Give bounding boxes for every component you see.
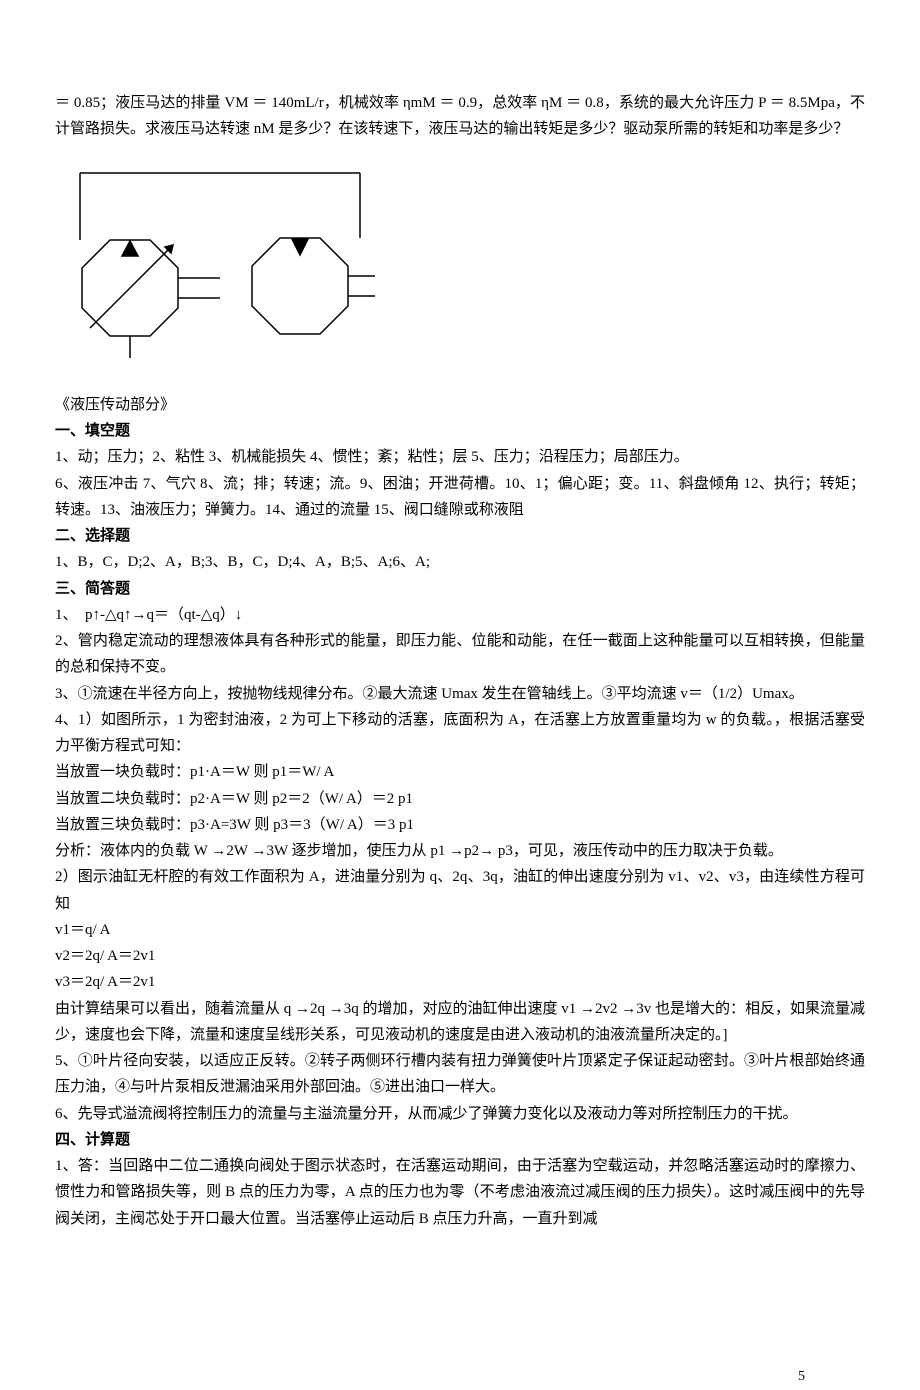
short-4h: v2＝2q/ A＝2v1 bbox=[55, 943, 865, 969]
short-4c: 当放置二块负载时：p2·A＝W 则 p2＝2（W/ A）＝2 p1 bbox=[55, 786, 865, 812]
short-2: 2、管内稳定流动的理想液体具有各种形式的能量，即压力能、位能和动能，在任一截面上… bbox=[55, 628, 865, 681]
heading-fill: 一、填空题 bbox=[55, 418, 865, 444]
short-4j: 由计算结果可以看出，随着流量从 q →2q →3q 的增加，对应的油缸伸出速度 … bbox=[55, 996, 865, 1049]
hydraulic-diagram bbox=[65, 163, 865, 372]
short-4a: 4、1）如图所示，1 为密封油液，2 为可上下移动的活塞，底面积为 A，在活塞上… bbox=[55, 707, 865, 760]
short-1: 1、 p↑-△q↑→q＝（qt-△q）↓ bbox=[55, 602, 865, 628]
page-number: 5 bbox=[798, 1365, 805, 1390]
short-4i: v3＝2q/ A＝2v1 bbox=[55, 969, 865, 995]
short-4g: v1＝q/ A bbox=[55, 917, 865, 943]
short-4f: 2）图示油缸无杆腔的有效工作面积为 A，进油量分别为 q、2q、3q，油缸的伸出… bbox=[55, 864, 865, 917]
fill-line-2: 6、液压冲击 7、气穴 8、流；排；转速；流。9、困油；开泄荷槽。10、1；偏心… bbox=[55, 471, 865, 524]
short-4b: 当放置一块负载时：p1·A＝W 则 p1＝W/ A bbox=[55, 759, 865, 785]
short-5: 5、①叶片径向安装，以适应正反转。②转子两侧环行槽内装有扭力弹簧使叶片顶紧定子保… bbox=[55, 1048, 865, 1101]
calc-1: 1、答：当回路中二位二通换向阀处于图示状态时，在活塞运动期间，由于活塞为空载运动… bbox=[55, 1153, 865, 1232]
heading-calc: 四、计算题 bbox=[55, 1127, 865, 1153]
short-6: 6、先导式溢流阀将控制压力的流量与主溢流量分开，从而减少了弹簧力变化以及液动力等… bbox=[55, 1101, 865, 1127]
short-4d: 当放置三块负载时：p3·A=3W 则 p3＝3（W/ A）＝3 p1 bbox=[55, 812, 865, 838]
heading-short: 三、简答题 bbox=[55, 576, 865, 602]
choice-line-1: 1、B，C，D;2、A，B;3、B，C，D;4、A，B;5、A;6、A; bbox=[55, 549, 865, 575]
short-4e: 分析：液体内的负载 W →2W →3W 逐步增加，使压力从 p1 →p2→ p3… bbox=[55, 838, 865, 864]
section-label: 《液压传动部分》 bbox=[55, 392, 865, 418]
heading-choice: 二、选择题 bbox=[55, 523, 865, 549]
short-3: 3、①流速在半径方向上，按抛物线规律分布。②最大流速 Umax 发生在管轴线上。… bbox=[55, 681, 865, 707]
fill-line-1: 1、动；压力；2、粘性 3、机械能损失 4、惯性；紊；粘性；层 5、压力；沿程压… bbox=[55, 444, 865, 470]
intro-text: ＝ 0.85；液压马达的排量 VM ＝ 140mL/r，机械效率 ηmM ＝ 0… bbox=[55, 90, 865, 143]
